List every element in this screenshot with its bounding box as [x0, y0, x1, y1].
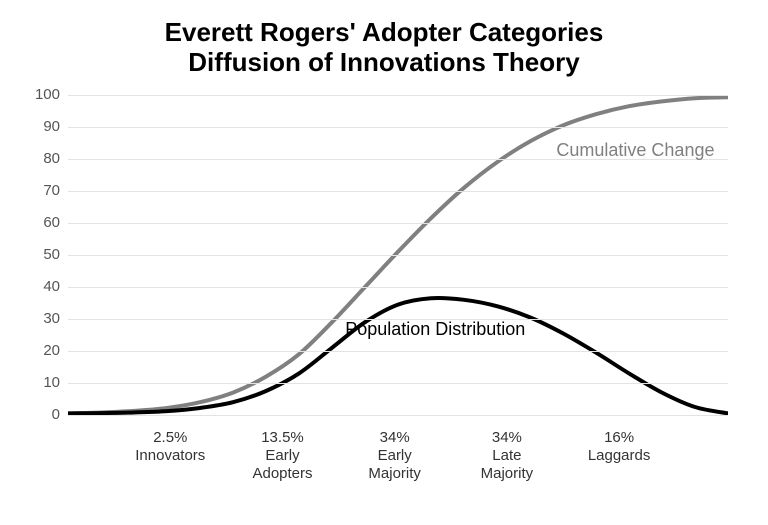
- y-tick-label: 80: [20, 150, 60, 167]
- gridline: [68, 255, 728, 256]
- chart-title-line2: Diffusion of Innovations Theory: [0, 48, 768, 78]
- y-tick-label: 20: [20, 342, 60, 359]
- chart-title-line1: Everett Rogers' Adopter Categories: [0, 18, 768, 48]
- y-tick-label: 100: [20, 86, 60, 103]
- cumulative-change-label: Cumulative Change: [556, 140, 714, 161]
- y-tick-label: 60: [20, 214, 60, 231]
- gridline: [68, 415, 728, 416]
- gridline: [68, 95, 728, 96]
- gridline: [68, 351, 728, 352]
- gridline: [68, 191, 728, 192]
- plot-area: 01020304050607080901002.5% Innovators13.…: [68, 95, 728, 415]
- y-tick-label: 30: [20, 310, 60, 327]
- y-tick-label: 40: [20, 278, 60, 295]
- population-distribution-line: [68, 298, 728, 413]
- y-tick-label: 10: [20, 374, 60, 391]
- gridline: [68, 287, 728, 288]
- chart-title: Everett Rogers' Adopter Categories Diffu…: [0, 0, 768, 78]
- y-tick-label: 70: [20, 182, 60, 199]
- gridline: [68, 383, 728, 384]
- x-category-label: 2.5% Innovators: [115, 429, 225, 465]
- x-category-label: 34% Late Majority: [452, 429, 562, 483]
- y-tick-label: 90: [20, 118, 60, 135]
- gridline: [68, 127, 728, 128]
- x-category-label: 16% Laggards: [564, 429, 674, 465]
- x-category-label: 13.5% Early Adopters: [228, 429, 338, 483]
- y-tick-label: 0: [20, 406, 60, 423]
- gridline: [68, 223, 728, 224]
- x-category-label: 34% Early Majority: [340, 429, 450, 483]
- diffusion-chart: Everett Rogers' Adopter Categories Diffu…: [0, 0, 768, 525]
- y-tick-label: 50: [20, 246, 60, 263]
- population-distribution-label: Population Distribution: [345, 319, 525, 340]
